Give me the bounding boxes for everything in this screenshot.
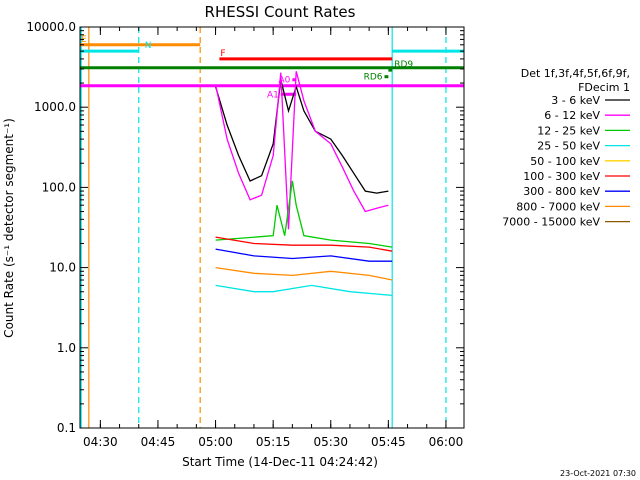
y-tick-label: 10.0: [49, 261, 76, 275]
x-tick-label: 05:15: [256, 435, 291, 449]
series-group: [214, 71, 393, 297]
state-flag-label: F: [220, 49, 225, 59]
y-axis: 0.1 1.0 10.0 100.0 1000.0 10000.0: [26, 20, 464, 435]
y-tick-label: 1.0: [57, 341, 76, 355]
legend-header: Det 1f,3f,4f,5f,6f,9f,: [521, 67, 630, 80]
legend-header: FDecim 1: [578, 81, 630, 94]
x-tick-label: 05:00: [198, 435, 233, 449]
chart-title: RHESSI Count Rates: [205, 3, 356, 21]
series-line: [215, 180, 393, 248]
y-tick-label: 10000.0: [26, 20, 76, 34]
legend-entry-label: 3 - 6 keV: [551, 94, 600, 107]
y-axis-label: Count Rate (s⁻¹ detector segment⁻¹): [2, 118, 16, 338]
legend-entry-label: 25 - 50 keV: [537, 140, 600, 153]
x-tick-label: 05:30: [313, 435, 348, 449]
x-tick-label: 05:45: [371, 435, 406, 449]
legend-entry-label: 50 - 100 keV: [530, 155, 600, 168]
x-axis: 04:30 04:45 05:00 05:15 05:30 05:45 06:00: [83, 27, 463, 449]
x-tick-label: 04:30: [83, 435, 118, 449]
state-flag-label: RD9: [394, 60, 413, 70]
series-line: [215, 266, 393, 281]
y-tick-label: 100.0: [42, 180, 76, 194]
series-line: [215, 284, 393, 297]
state-flags: ENFRD9RD6A1A0: [80, 35, 464, 100]
legend-entry-label: 12 - 25 keV: [537, 124, 600, 137]
series-line: [214, 71, 389, 230]
x-tick-label: 06:00: [429, 435, 464, 449]
state-flag-label: A1: [267, 90, 279, 100]
state-flag-label: N: [145, 41, 152, 51]
legend-entry-label: 300 - 800 keV: [523, 185, 600, 198]
legend-entry-label: 100 - 300 keV: [523, 170, 600, 183]
legend-entry-label: 6 - 12 keV: [544, 109, 600, 122]
x-tick-label: 04:45: [141, 435, 176, 449]
y-tick-label: 1000.0: [34, 100, 76, 114]
footer-timestamp: 23-Oct-2021 07:30: [560, 469, 636, 478]
x-axis-label: Start Time (14-Dec-11 04:24:42): [182, 455, 378, 469]
y-tick-label: 0.1: [57, 421, 76, 435]
series-line: [215, 236, 393, 252]
legend: Det 1f,3f,4f,5f,6f,9f,FDecim 13 - 6 keV 6…: [502, 67, 630, 229]
plot-frame: [79, 26, 465, 429]
legend-entry-label: 800 - 7000 keV: [516, 200, 600, 213]
legend-entry-label: 7000 - 15000 keV: [502, 216, 600, 229]
time-markers: [80, 27, 447, 428]
state-flag-label: RD6: [364, 73, 383, 83]
series-line: [214, 79, 389, 194]
state-flag-label: A0: [278, 76, 290, 86]
series-line: [215, 248, 393, 262]
